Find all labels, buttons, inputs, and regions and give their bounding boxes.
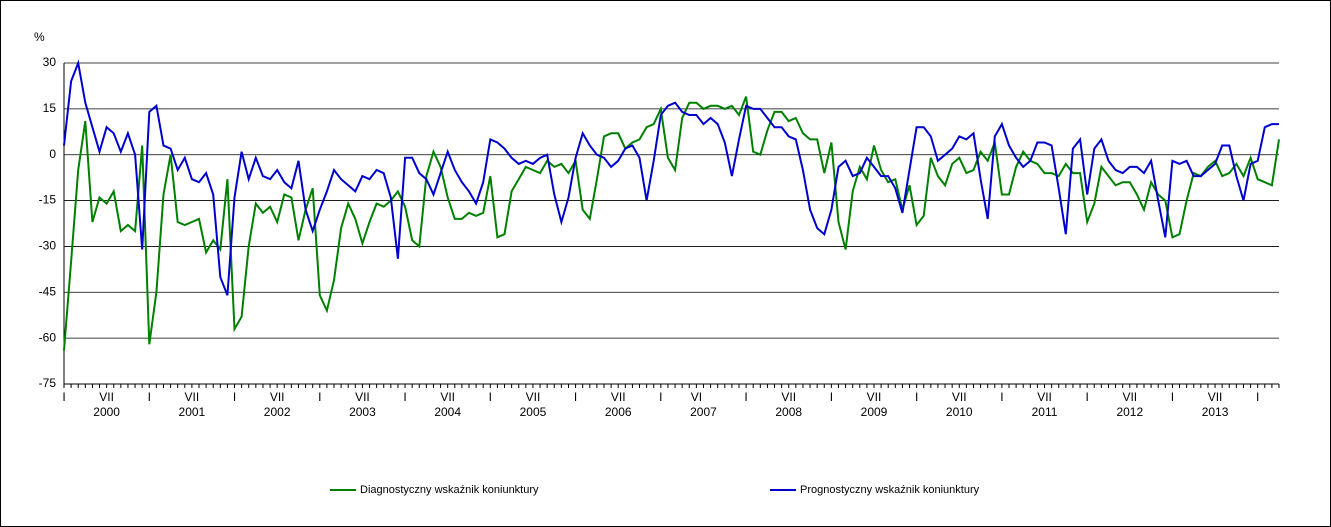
x-tick-label: I [1171,390,1174,404]
y-tick-label: -60 [39,330,57,344]
x-tick-label: VII [1208,390,1223,404]
x-tick-label: I [1085,390,1088,404]
year-label: 2006 [605,405,632,419]
x-tick-label: I [659,390,662,404]
x-tick-label: I [1256,390,1259,404]
y-tick-label: -30 [39,239,57,253]
x-tick-label: VII [1037,390,1052,404]
x-tick-label: VII [185,390,200,404]
year-label: 2009 [861,405,888,419]
legend-label: Diagnostyczny wskaźnik koniunktury [360,484,539,496]
y-tick-label: -15 [39,193,57,207]
x-tick-label: VII [355,390,370,404]
y-axis-label: % [34,30,45,44]
x-tick-label: VII [99,390,114,404]
series-line [63,59,1279,296]
year-label: 2013 [1202,405,1229,419]
y-tick-label: 30 [43,55,57,69]
x-tick-label: I [489,390,492,404]
x-tick-label: I [915,390,918,404]
x-tick-label: VII [611,390,626,404]
series-line [63,96,1280,351]
year-label: 2012 [1116,405,1143,419]
x-tick-label: I [574,390,577,404]
year-label: 2000 [93,405,120,419]
x-tick-label: I [744,390,747,404]
x-tick-label: I [233,390,236,404]
x-tick-label: I [148,390,151,404]
year-label: 2003 [349,405,376,419]
y-tick-label: -75 [39,376,57,390]
x-tick-label: I [830,390,833,404]
year-label: 2007 [690,405,717,419]
year-label: 2011 [1032,405,1058,419]
y-tick-label: -45 [39,284,57,298]
x-tick-label: I [318,390,321,404]
x-tick-label: VII [952,390,967,404]
x-tick-label: VII [781,390,796,404]
y-tick-label: 0 [49,147,56,161]
year-label: 2002 [264,405,291,419]
x-tick-label: VII [270,390,285,404]
year-label: 2008 [775,405,802,419]
year-label: 2010 [946,405,973,419]
x-tick-label: VII [526,390,541,404]
year-label: 2005 [520,405,547,419]
x-tick-label: VII [867,390,882,404]
year-label: 2004 [434,405,461,419]
x-tick-label: VII [1122,390,1137,404]
year-label: 2001 [179,405,206,419]
legend-label: Prognostyczny wskaźnik koniunktury [800,484,980,496]
x-tick-label: VI [691,390,702,404]
y-tick-label: 15 [43,101,57,115]
x-tick-label: I [1000,390,1003,404]
x-tick-label: VII [440,390,455,404]
x-tick-label: I [62,390,65,404]
x-tick-label: I [403,390,406,404]
